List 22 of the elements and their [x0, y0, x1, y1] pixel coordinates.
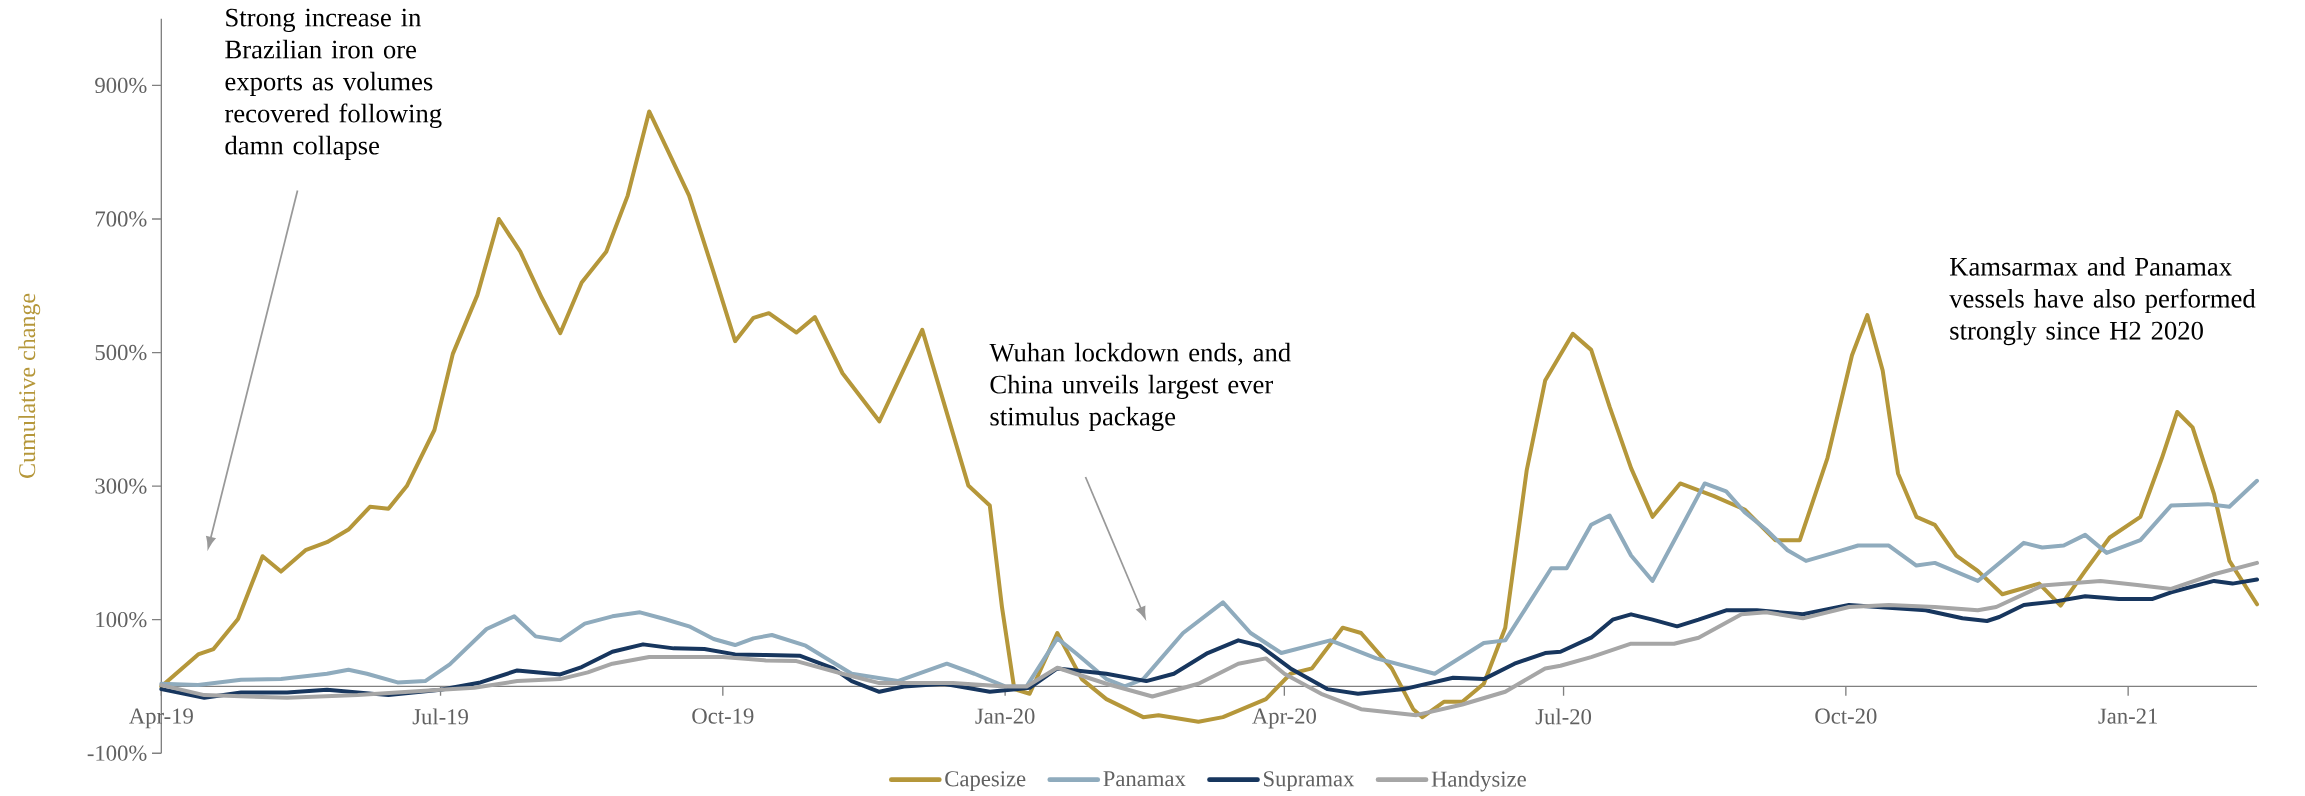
y-tick-label: 500% — [95, 344, 147, 361]
x-tick-label: Oct-20 — [1815, 708, 1877, 724]
x-tick-label: Jan-20 — [975, 708, 1035, 724]
y-axis-title: Cumulative change — [18, 293, 41, 478]
annotation: Wuhan lockdown ends, and China unveils largest ever stimulus package — [989, 342, 1291, 432]
x-tick-label: Oct-19 — [692, 708, 754, 724]
annotation: Kamsarmax and Panamax vessels have also performed strongly since H2 2020 — [1949, 256, 2256, 346]
y-tick-label: -100% — [87, 745, 147, 761]
y-tick-label: 100% — [96, 612, 147, 628]
y-tick-label: 900% — [95, 77, 147, 94]
x-tick-label: Jan-21 — [2098, 708, 2157, 724]
x-tick-label: Apr-20 — [1252, 708, 1316, 729]
legend-label: Supramax — [1264, 771, 1355, 792]
line-series — [159, 478, 2260, 689]
y-tick-label: 300% — [95, 478, 147, 494]
legend-label: Panamax — [1103, 771, 1186, 787]
legend-label: Capesize — [945, 771, 1026, 792]
y-tick-label: 700% — [95, 211, 147, 227]
x-tick-label: Jul-20 — [1535, 708, 1592, 725]
annotation: Strong increase in Brazilian iron ore exports as volumes recovered following damn collapse — [225, 8, 442, 160]
legend-label: Handysize — [1431, 770, 1526, 792]
x-tick-label: Jul-19 — [412, 708, 468, 725]
